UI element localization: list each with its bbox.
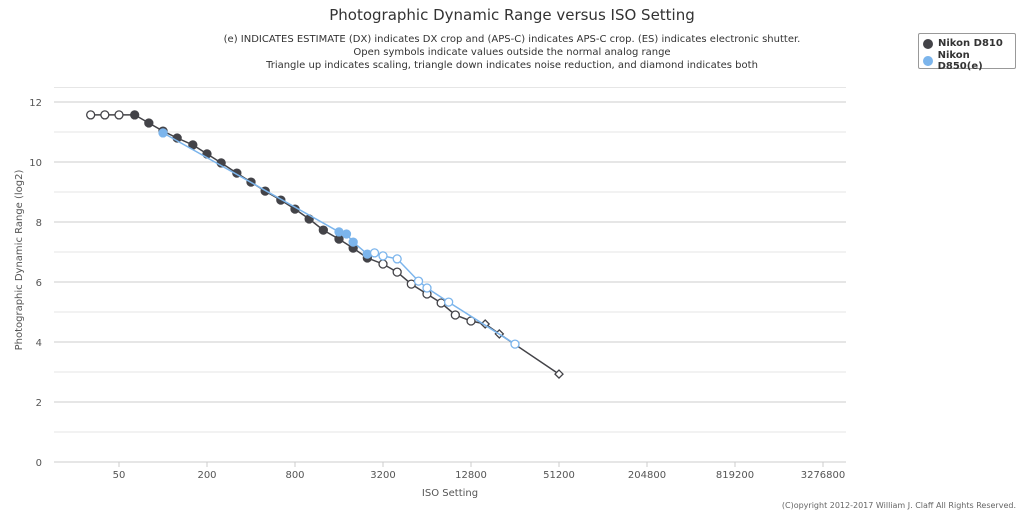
- data-point: [334, 227, 344, 237]
- legend-label: Nikon D810: [938, 38, 1003, 49]
- copyright: (C)opyright 2012-2017 William J. Claff A…: [781, 501, 1016, 510]
- data-point: [392, 254, 402, 264]
- y-tick-label: 6: [36, 278, 42, 289]
- data-point: [158, 128, 168, 138]
- x-tick-label: 50: [113, 470, 126, 481]
- legend: Nikon D810 Nikon D850(e): [918, 33, 1016, 72]
- legend-item-d850[interactable]: Nikon D850(e): [919, 50, 1015, 72]
- legend-item-d810[interactable]: Nikon D810: [919, 36, 1015, 51]
- legend-label: Nikon D850(e): [937, 49, 983, 72]
- data-point: [341, 229, 352, 239]
- data-point: [130, 110, 140, 120]
- data-point: [144, 118, 154, 128]
- chart-title: Photographic Dynamic Range versus ISO Se…: [329, 6, 695, 24]
- x-axis-label: ISO Setting: [422, 488, 478, 499]
- legend-marker-icon: [923, 38, 933, 49]
- y-axis-label: Photographic Dynamic Range (log2): [14, 170, 25, 351]
- x-tick-label: 51200: [543, 470, 575, 481]
- series-line: [90, 114, 560, 375]
- y-tick-label: 0: [36, 458, 42, 469]
- x-tick-label: 819200: [716, 470, 754, 481]
- data-point: [554, 369, 564, 380]
- data-point: [318, 225, 328, 235]
- x-tick-label: 3276800: [801, 470, 846, 481]
- data-point: [100, 110, 110, 120]
- data-point: [114, 110, 124, 120]
- data-point: [392, 267, 402, 277]
- y-tick-label: 10: [29, 158, 42, 169]
- data-point: [369, 248, 380, 258]
- y-tick-label: 2: [36, 398, 42, 409]
- data-point: [422, 283, 432, 293]
- y-tick-label: 4: [36, 338, 42, 349]
- data-point: [378, 251, 388, 261]
- legend-marker-icon: [923, 55, 933, 66]
- data-point: [510, 339, 520, 349]
- data-point: [378, 259, 388, 269]
- x-tick-label: 204800: [628, 470, 666, 481]
- data-point: [413, 276, 424, 286]
- chart-subtitle-2: Open symbols indicate values outside the…: [353, 47, 671, 58]
- data-point: [443, 297, 454, 307]
- data-point: [450, 310, 460, 320]
- x-tick-label: 12800: [455, 470, 487, 481]
- data-point: [348, 237, 358, 247]
- x-tick-label: 800: [285, 470, 304, 481]
- data-point: [436, 298, 446, 308]
- x-tick-label: 200: [197, 470, 216, 481]
- y-tick-label: 12: [29, 98, 42, 109]
- chart-subtitle-1: (e) INDICATES ESTIMATE (DX) indicates DX…: [223, 34, 801, 45]
- chart-subtitle-3: Triangle up indicates scaling, triangle …: [266, 60, 758, 71]
- x-tick-label: 3200: [370, 470, 395, 481]
- data-point: [86, 110, 96, 120]
- y-tick-label: 8: [36, 218, 42, 229]
